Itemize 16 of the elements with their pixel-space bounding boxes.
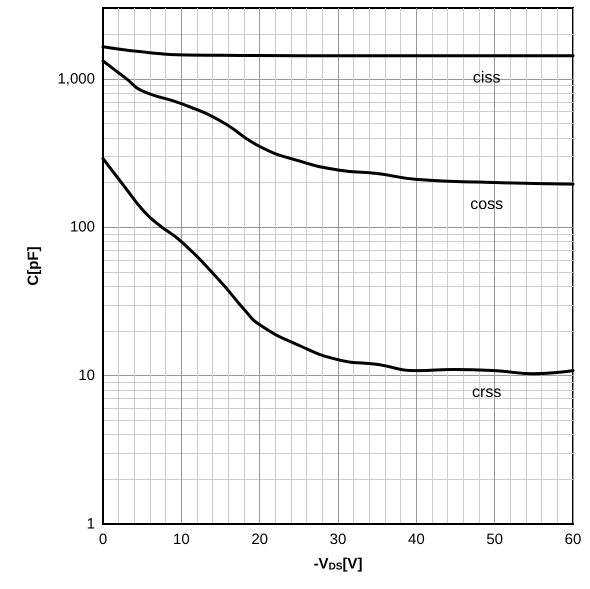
- y-tick-label: 1: [86, 516, 95, 532]
- y-tick-label: 10: [78, 367, 95, 384]
- x-tick-label: 40: [408, 531, 425, 548]
- y-tick-label: 100: [70, 218, 95, 236]
- x-tick-label: 10: [172, 531, 190, 548]
- x-tick-label: 50: [486, 531, 504, 548]
- x-tick-label: 20: [251, 531, 268, 548]
- x-axis-title: -VDS[V]: [314, 556, 362, 572]
- series-label: ciss: [472, 69, 500, 86]
- x-tick-label: 30: [330, 531, 346, 548]
- series-label: crss: [472, 384, 502, 402]
- series-label: coss: [470, 196, 504, 214]
- x-tick-label: 0: [98, 531, 108, 548]
- y-axis-title: C[pF]: [25, 246, 42, 286]
- y-tick-label: 1,000: [57, 70, 95, 88]
- x-tick-label: 60: [564, 531, 582, 548]
